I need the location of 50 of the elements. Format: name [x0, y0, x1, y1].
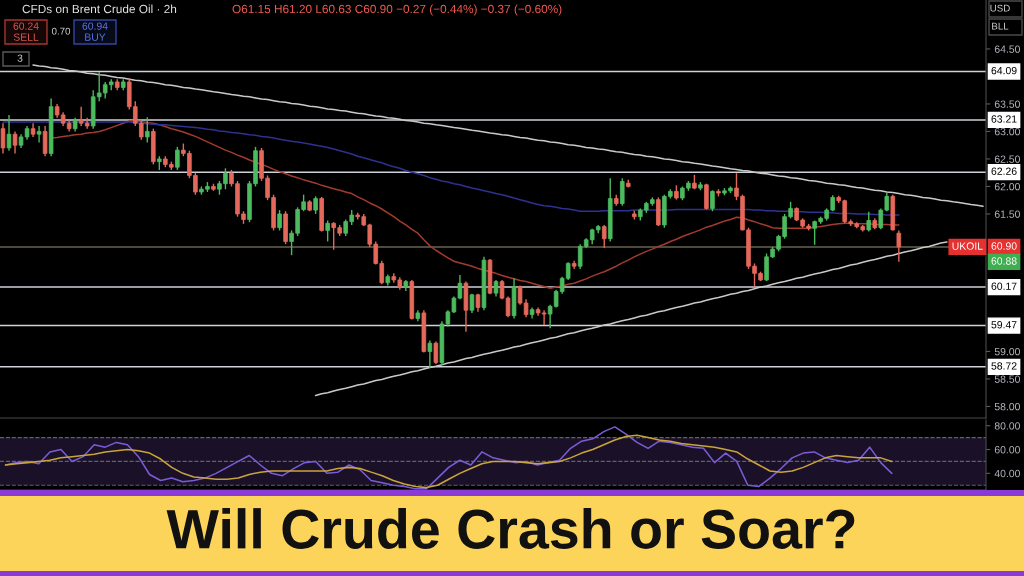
- y-tick-label: 62.50: [994, 155, 1020, 163]
- candlestick: [0, 122, 6, 155]
- ref-line-label: 64.09: [991, 66, 1017, 75]
- candlestick: [6, 114, 12, 152]
- ref-line-label: 63.21: [991, 115, 1017, 123]
- annotation: 0.70: [51, 27, 71, 35]
- annotation: 60.94: [82, 22, 108, 30]
- candlestick: [710, 189, 715, 212]
- y-tick-label: 59.00: [994, 347, 1020, 356]
- y-tick-label: 40.00: [994, 469, 1020, 478]
- candlestick: [325, 219, 330, 243]
- annotation: 60.24: [13, 22, 39, 30]
- annotation: 3: [17, 54, 23, 62]
- candlestick: [12, 130, 18, 155]
- candlestick: [175, 146, 180, 171]
- candlestick: [42, 125, 48, 157]
- candlestick: [433, 340, 439, 365]
- annotation: SELL: [13, 33, 39, 41]
- ref-line-label: 59.47: [991, 321, 1017, 329]
- annotation: BUY: [85, 33, 106, 41]
- y-tick-label: 63.00: [994, 127, 1020, 136]
- annotation: O61.15 H61.20 L60.63 C60.90 −0.27 (−0.44%) −0.37 (−0.60%): [232, 4, 562, 16]
- text: USD: [990, 4, 1010, 12]
- annotation: UKOIL: [952, 242, 983, 250]
- line-series: [32, 64, 984, 208]
- ref-line-label: 58.72: [991, 362, 1017, 370]
- ref-line-label: 62.26: [991, 167, 1017, 175]
- candlestick: [427, 339, 433, 369]
- candlestick: [704, 183, 709, 211]
- candlestick: [277, 209, 282, 232]
- candlestick: [866, 211, 872, 233]
- candlestick: [36, 125, 42, 144]
- y-tick-label: 80.00: [994, 422, 1020, 430]
- candlestick: [619, 177, 625, 207]
- y-tick-label: 61.50: [994, 210, 1020, 218]
- ref-line-label: 60.17: [991, 282, 1017, 290]
- chart-subtitle: CFDs on Brent Crude Oil · 2h: [22, 4, 177, 14]
- ref-line-label: 60.90: [991, 242, 1017, 250]
- y-tick-label: 58.50: [994, 375, 1020, 383]
- candlestick: [896, 229, 902, 263]
- y-tick-label: 62.00: [994, 182, 1020, 191]
- y-tick-label: 64.50: [994, 45, 1020, 53]
- y-tick-label: 60.00: [994, 446, 1020, 454]
- annotation: 60.88: [991, 257, 1017, 265]
- text: BLL: [992, 22, 1009, 30]
- y-tick-label: 58.00: [994, 402, 1020, 411]
- text: Will Crude Crash or Soar?: [166, 508, 855, 549]
- candlestick: [145, 116, 150, 144]
- y-tick-label: 63.50: [994, 100, 1020, 108]
- candlestick: [601, 224, 607, 249]
